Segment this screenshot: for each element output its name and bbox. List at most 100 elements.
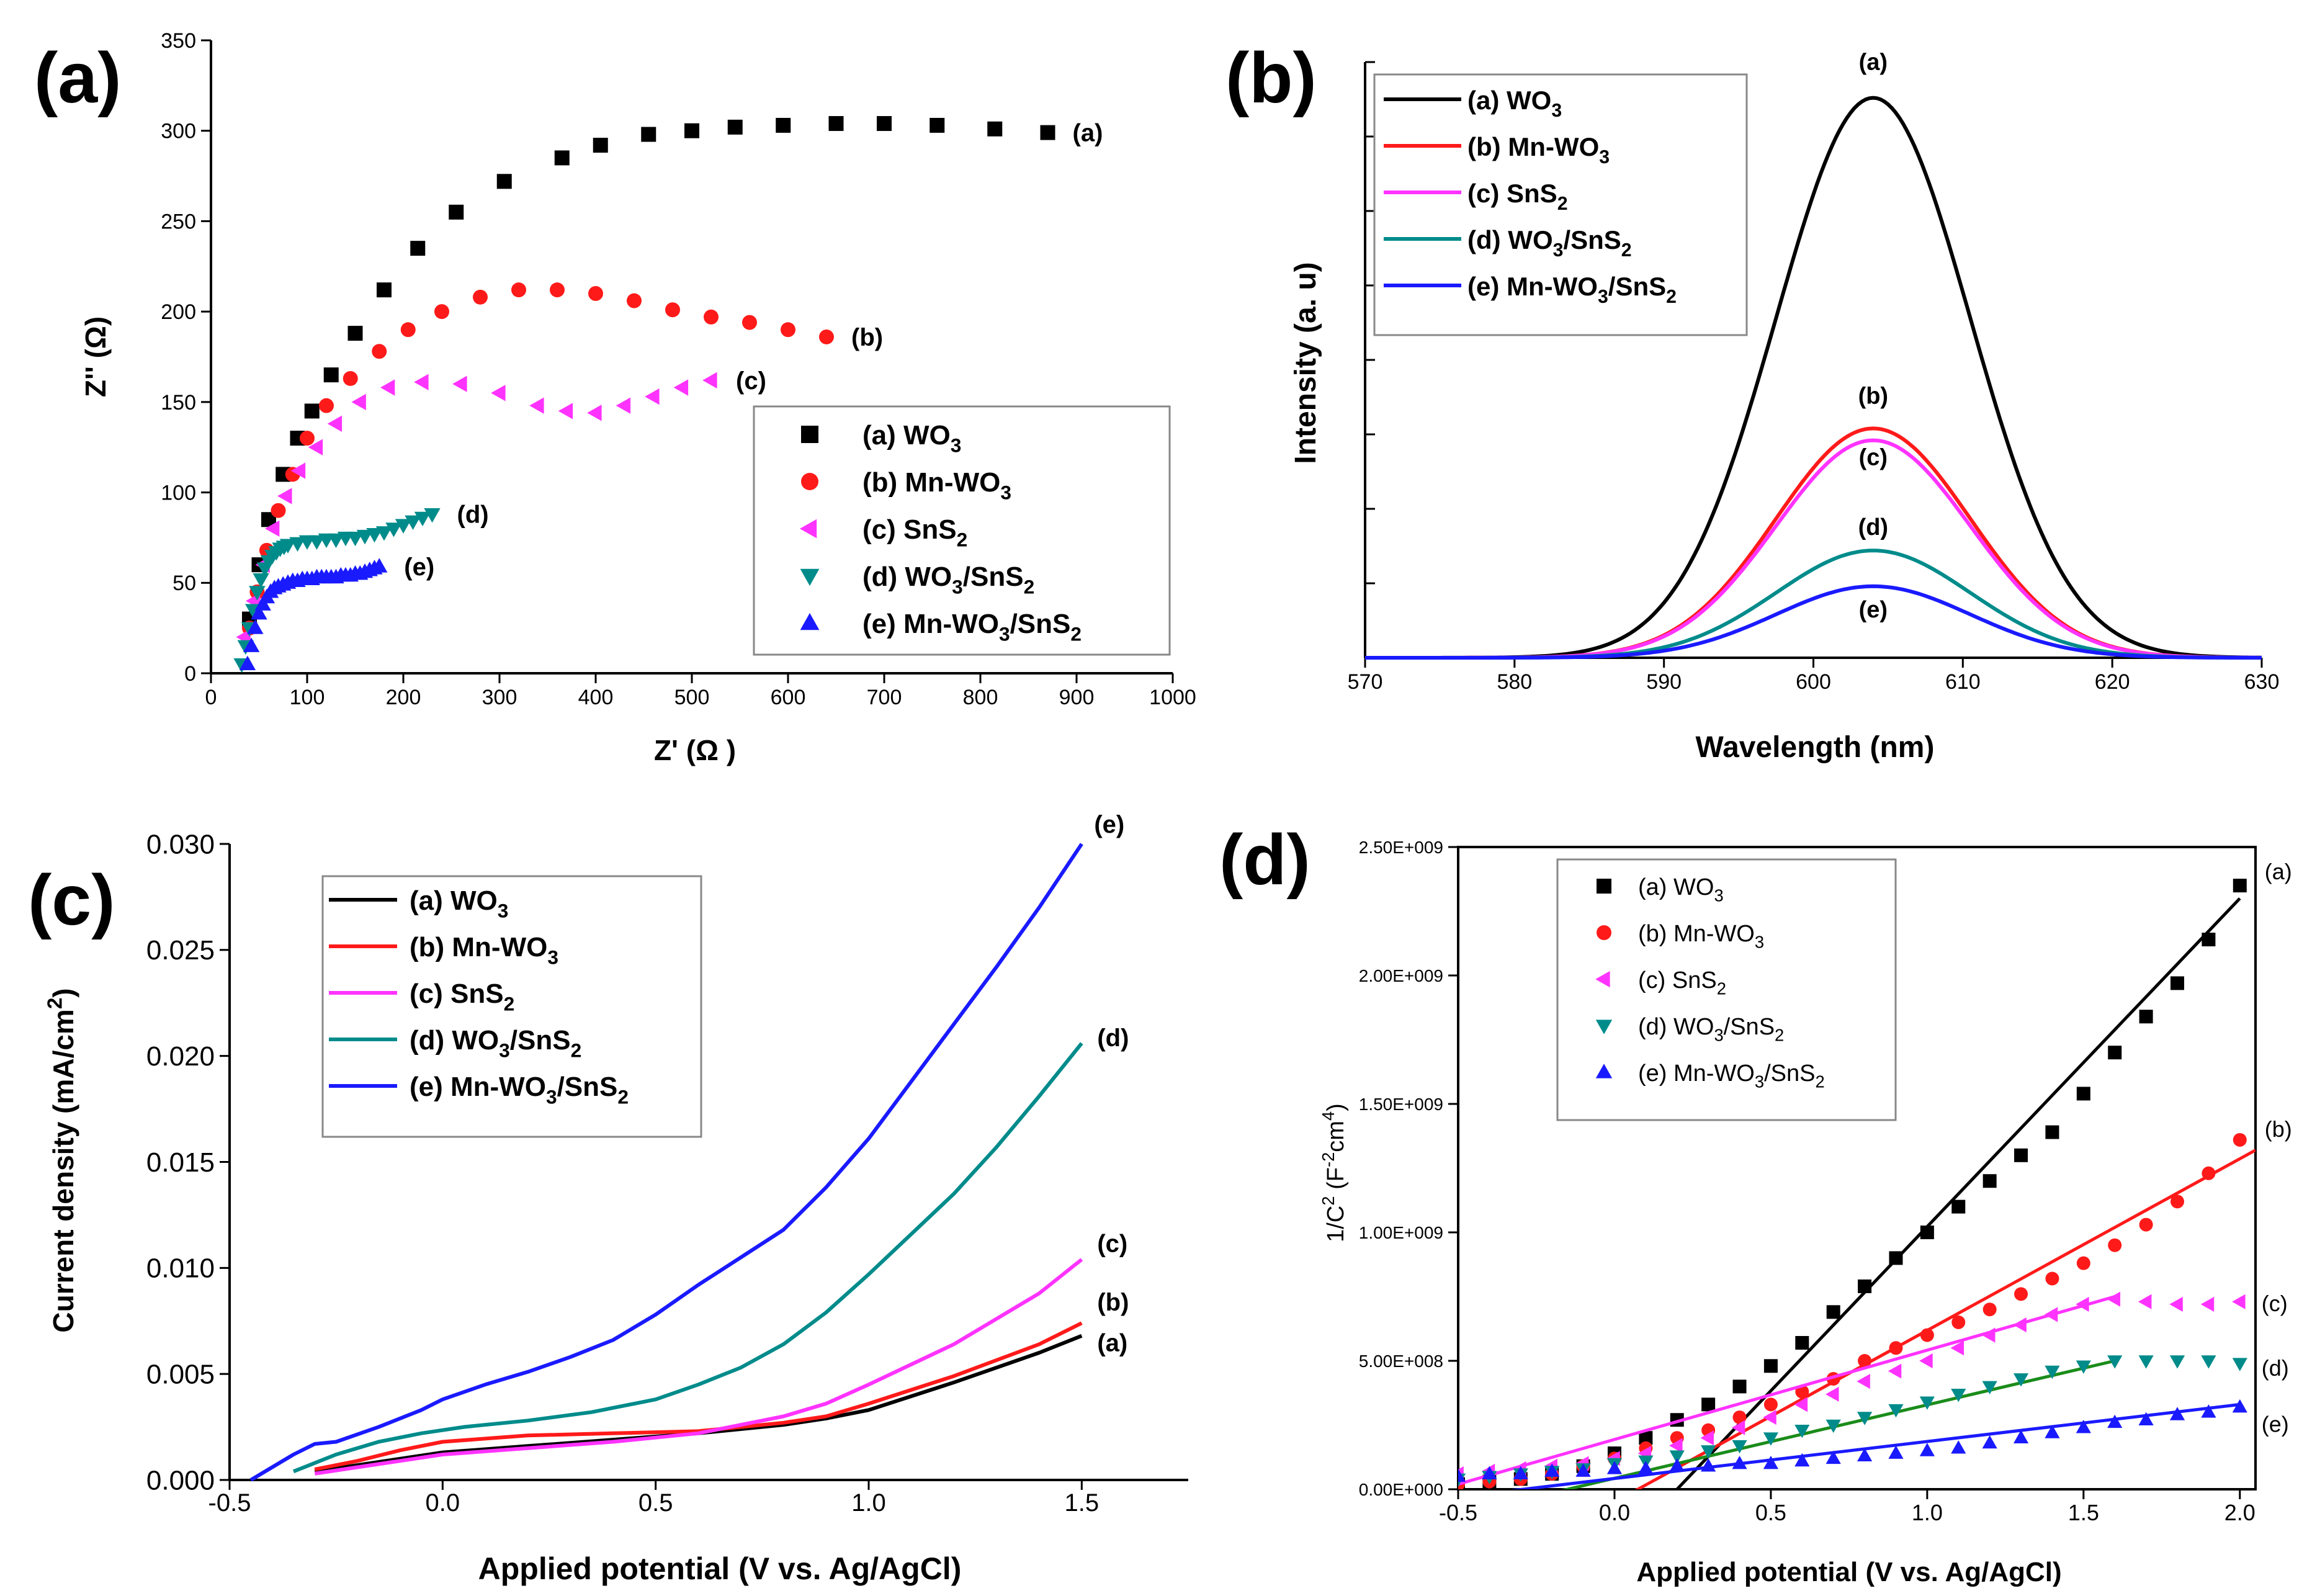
y-tick-label: 0.00E+000 xyxy=(1359,1480,1443,1499)
data-point xyxy=(304,403,320,419)
data-point xyxy=(2138,1412,2154,1426)
data-point xyxy=(2139,1217,2153,1232)
data-point xyxy=(1825,1450,1841,1464)
data-point xyxy=(558,403,573,419)
data-point xyxy=(253,573,269,588)
subscript: 2 xyxy=(504,992,515,1015)
fit-line xyxy=(1634,1149,2255,1489)
data-point xyxy=(987,121,1003,137)
data-point xyxy=(319,398,334,413)
data-point xyxy=(400,322,416,338)
y-tick-label: 1.00E+009 xyxy=(1359,1223,1443,1242)
data-point xyxy=(410,241,426,256)
data-point xyxy=(1639,1431,1653,1445)
x-tick-label: 900 xyxy=(1059,686,1095,709)
data-point xyxy=(372,344,387,359)
data-point xyxy=(641,127,656,142)
data-point xyxy=(351,393,366,411)
peak-label: (d) xyxy=(1858,514,1889,540)
subscript: 3 xyxy=(1714,886,1723,905)
y-tick-label: 200 xyxy=(161,300,196,324)
y-tick-label: 0.010 xyxy=(146,1253,215,1284)
text-run: /SnS xyxy=(963,562,1024,592)
data-point xyxy=(627,293,642,308)
data-point xyxy=(1669,1438,1683,1453)
superscript: 2 xyxy=(44,998,67,1009)
data-point xyxy=(704,309,719,325)
text-run: ) xyxy=(47,988,79,997)
series-end-label: (b) xyxy=(1097,1289,1129,1316)
series-end-label: (d) xyxy=(2262,1355,2289,1381)
data-point xyxy=(529,397,544,414)
series-end-label: (a) xyxy=(2265,859,2292,884)
data-point xyxy=(2138,1355,2154,1369)
legend-box xyxy=(753,405,1171,656)
data-point xyxy=(380,379,395,396)
data-point xyxy=(2076,1360,2091,1374)
subscript: 3 xyxy=(1755,933,1764,952)
data-point xyxy=(347,326,363,341)
x-tick-label: 400 xyxy=(578,686,614,709)
data-point xyxy=(347,531,364,547)
panel-a: (a) 0 100 200 300 400 500 600 700 800 900 1000 0 50 10… xyxy=(34,29,1196,766)
y-axis-label: Intensity (a. u) xyxy=(1289,262,1322,464)
data-point xyxy=(2076,1296,2089,1312)
legend-label: (e) Mn-WO3​/SnS2​ xyxy=(1467,272,1677,307)
series-e xyxy=(1458,1399,2247,1489)
legend: (a) WO3​ (b) Mn-WO3​ (c) SnS2​ (d) WO3​/SnS… xyxy=(753,405,1171,656)
series-line-b xyxy=(1365,426,2262,660)
data-point xyxy=(323,367,339,383)
y-axis-label: Z'' (Ω) xyxy=(79,316,112,397)
data-point xyxy=(511,282,526,298)
data-point xyxy=(1794,1397,1808,1412)
data-point xyxy=(2013,1430,2029,1443)
subscript: 3 xyxy=(498,899,509,921)
data-point xyxy=(1732,1455,1747,1469)
y-tick-label: 100 xyxy=(161,481,196,504)
data-point xyxy=(2169,1355,2185,1369)
series-end-label: (c) xyxy=(736,367,766,395)
legend-label: (b) Mn-WO3​ xyxy=(1638,921,1764,952)
data-point xyxy=(1950,1340,1964,1356)
subscript: 3 xyxy=(1553,240,1564,261)
data-point xyxy=(2045,1125,2059,1139)
data-point xyxy=(1763,1409,1776,1425)
data-point xyxy=(673,379,689,396)
text-run: (b) Mn-WO xyxy=(1638,921,1755,947)
legend-label: (a) WO3​ xyxy=(1638,874,1724,905)
data-point xyxy=(2202,1166,2216,1180)
peak-label: (a) xyxy=(1859,50,1888,76)
data-point xyxy=(249,586,266,601)
text-run: (d) WO xyxy=(410,1025,499,1056)
x-tick-label: 630 xyxy=(2244,670,2280,694)
data-point xyxy=(2170,976,2185,990)
x-tick-label: 500 xyxy=(674,686,710,709)
data-point xyxy=(1888,1363,1902,1379)
panel-label: (d) xyxy=(1219,820,1310,900)
data-point xyxy=(684,123,699,138)
data-point xyxy=(2013,1317,2027,1333)
data-point xyxy=(1826,1305,1840,1319)
x-tick-label: 0 xyxy=(205,686,217,709)
panel-label: (c) xyxy=(28,861,115,940)
legend-label: (e) Mn-WO3​/SnS2​ xyxy=(862,609,1082,645)
y-tick-label: 0.020 xyxy=(146,1041,215,1072)
subscript: 2 xyxy=(1557,194,1568,214)
legend-marker xyxy=(800,612,820,630)
legend-label: (d) WO3​/SnS2​ xyxy=(1467,225,1632,261)
x-tick-label: 2.0 xyxy=(2224,1500,2255,1525)
subscript: 2 xyxy=(1775,1026,1784,1045)
text-run: /SnS xyxy=(557,1072,618,1102)
data-point xyxy=(1795,1336,1809,1350)
legend-label: (d) WO3​/SnS2​ xyxy=(1638,1014,1784,1045)
x-tick-label: 300 xyxy=(482,686,517,709)
data-point xyxy=(385,522,402,537)
x-axis-label: Z' (Ω ) xyxy=(654,734,736,766)
text-run: (a) WO xyxy=(1638,874,1714,900)
text-run: (F xyxy=(1323,1167,1349,1196)
y-tick-label: 2.00E+009 xyxy=(1359,966,1443,985)
text-run: /SnS xyxy=(1764,1060,1815,1087)
data-point xyxy=(327,415,343,433)
data-point xyxy=(434,304,449,320)
data-point xyxy=(1889,1251,1903,1265)
